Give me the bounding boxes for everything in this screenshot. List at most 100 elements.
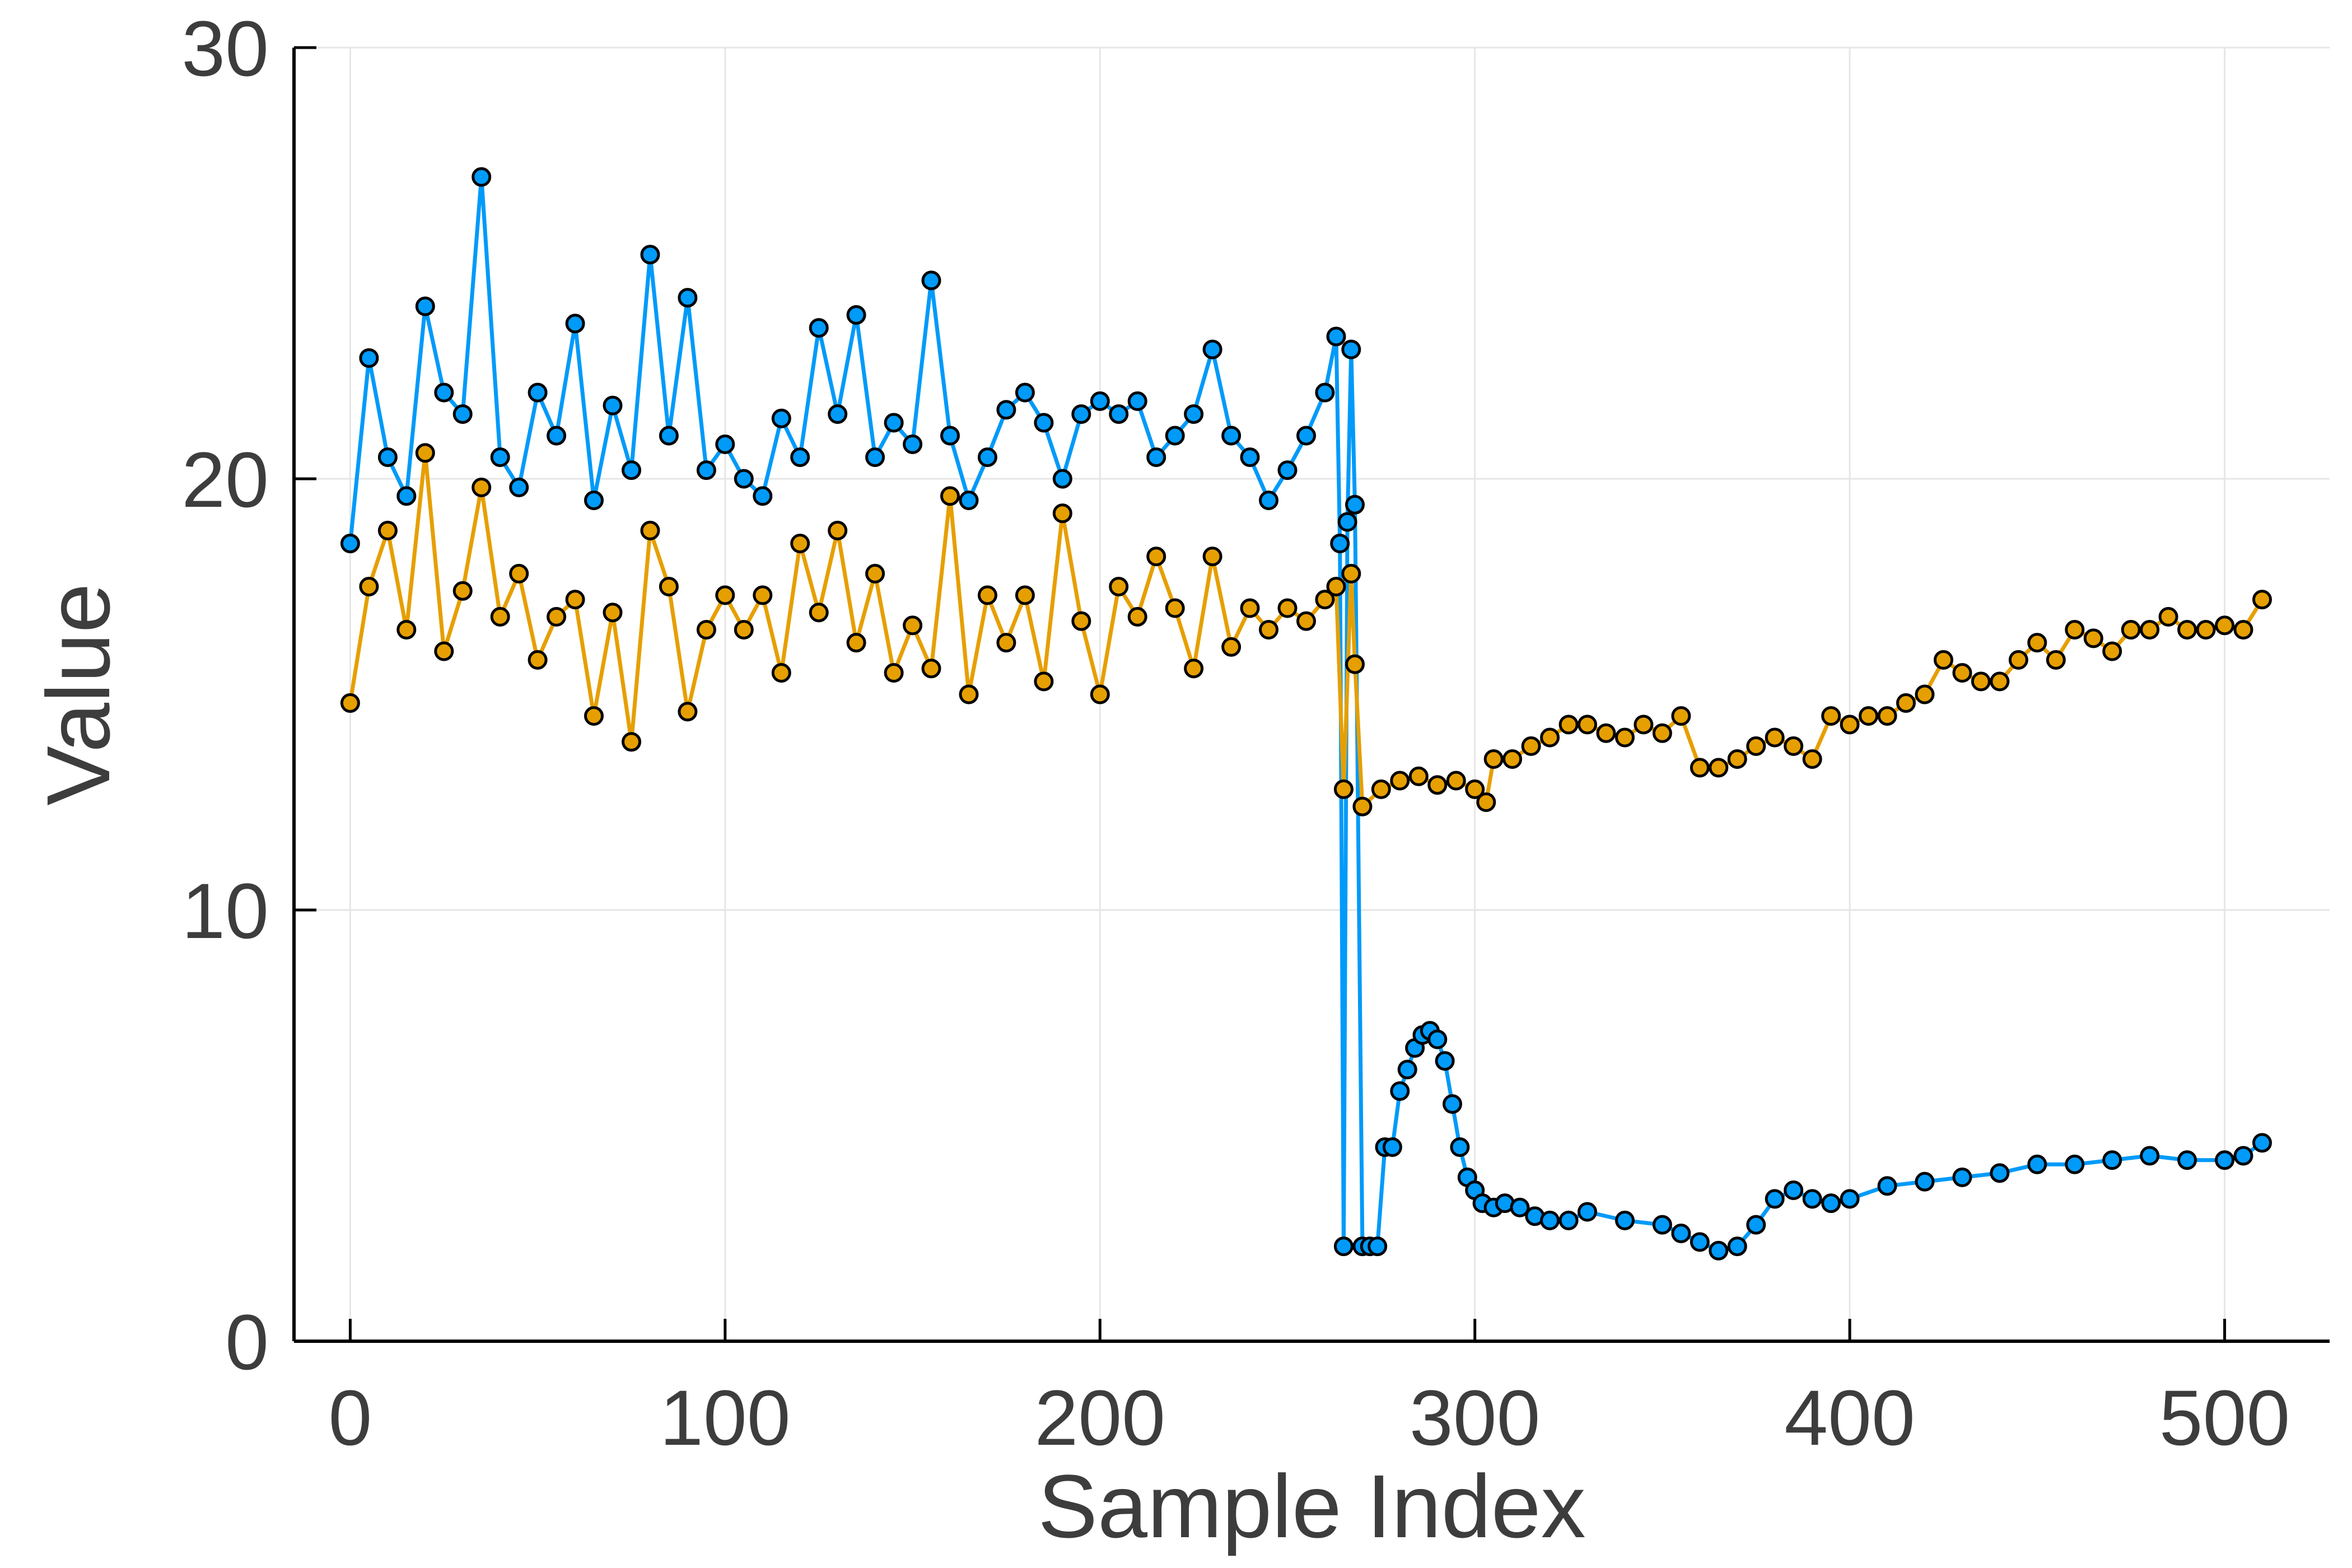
series-2-point [547,606,567,627]
series-2-point [359,577,379,596]
series-1-point [640,245,660,265]
series-2-point [452,581,473,601]
series-1-point [1015,382,1035,403]
series-2-point [2027,633,2047,653]
x-tick-label: 500 [2159,1374,2290,1462]
series-1-point [1326,326,1346,347]
series-2-point [1371,779,1391,799]
series-1-point [1435,1051,1455,1071]
series-2-point [377,520,398,540]
series-2-point [1277,598,1298,618]
series-1-point [846,305,866,325]
series-1-point [1277,460,1298,480]
series-2-point [1326,577,1346,596]
series-2-point [2196,620,2216,640]
series-2-point [2083,628,2103,648]
series-1-point [1127,391,1147,411]
series-1-point [1397,1060,1417,1080]
series-1-point [490,447,510,467]
series-2-point [884,663,904,683]
series-1-point [1315,382,1335,403]
series-2-point [1202,547,1222,567]
series-1-point [1184,404,1204,424]
series-2-point [1296,611,1316,631]
series-1-point [584,491,604,510]
series-1-point [1146,447,1166,467]
series-2-point [2121,620,2141,640]
series-2-point [640,520,660,540]
series-1-point [2252,1133,2272,1153]
series-1-point [996,400,1016,420]
series-1-point [452,404,473,424]
series-2-point [940,486,960,506]
series-2-point [659,577,679,596]
series-1-point [2027,1154,2047,1174]
series-2-point [2252,590,2272,610]
series-1-point [1427,1029,1448,1049]
series-2-point [622,732,641,752]
series-1-point [1034,413,1054,433]
series-2-point [2102,641,2122,661]
series-1-point [884,413,904,433]
series-1-point [1821,1193,1841,1214]
series-1-point [1382,1137,1402,1157]
series-1-point [1690,1232,1710,1252]
series-2-point [771,663,791,683]
series-1-point [2233,1146,2253,1166]
series-1-point [472,167,492,187]
x-tick-label: 100 [660,1374,791,1462]
series-1-point [2140,1146,2160,1166]
series-1-point [1221,426,1242,446]
series-2-point [1240,598,1260,618]
series-2-group [340,443,2272,816]
series-2-point [678,702,698,722]
series-2-point [1896,693,1916,713]
y-tick-label: 0 [225,1298,269,1386]
series-1-point [1443,1094,1462,1114]
series-2-point [415,443,435,463]
y-tick-label: 30 [181,4,269,92]
series-2-point [1971,671,1991,692]
series-2-point [1127,606,1147,627]
series-2-point [472,477,492,497]
x-ticks: 0 100 200 300 400 500 [328,1319,2290,1462]
x-tick-label: 400 [1784,1374,1915,1462]
series-1-point [1240,447,1260,467]
series-2-point [1840,715,1860,735]
series-1-point [1558,1210,1579,1230]
series-1-point [603,395,623,416]
series-2-point [1034,671,1054,692]
series-2-point [1915,684,1935,704]
series-1-point [415,296,435,316]
series-2-point [828,520,848,540]
series-2-point [509,563,529,584]
series-2-point [734,620,754,640]
series-2-point [2177,620,2197,640]
series-2-point [1558,715,1579,735]
series-1-point [1052,469,1072,489]
series-1-point [547,426,567,446]
series-1-point [1952,1167,1972,1187]
series-2-point [996,633,1016,653]
series-1-point [659,426,679,446]
series-2-point [1184,659,1204,679]
series-2-point [2158,606,2178,627]
series-1-point [1090,391,1110,411]
series-1-point [1578,1202,1597,1222]
x-axis-title: Sample Index [1038,1456,1585,1556]
series-2-point [1578,715,1597,735]
series-2-point [2008,650,2028,670]
series-1-point [1727,1236,1747,1257]
series-2-point [2233,620,2253,640]
series-1-point [1333,1236,1354,1257]
series-1-markers [340,167,2272,1261]
series-2-point [753,585,773,605]
series-2-point [1877,706,1897,726]
series-1-point [565,314,585,334]
series-2-point [2140,620,2160,640]
series-1-point [1202,339,1222,360]
series-1-point [622,460,641,480]
series-2-point [1390,771,1410,791]
series-2-point [1146,547,1166,567]
series-1-point [1915,1172,1935,1192]
